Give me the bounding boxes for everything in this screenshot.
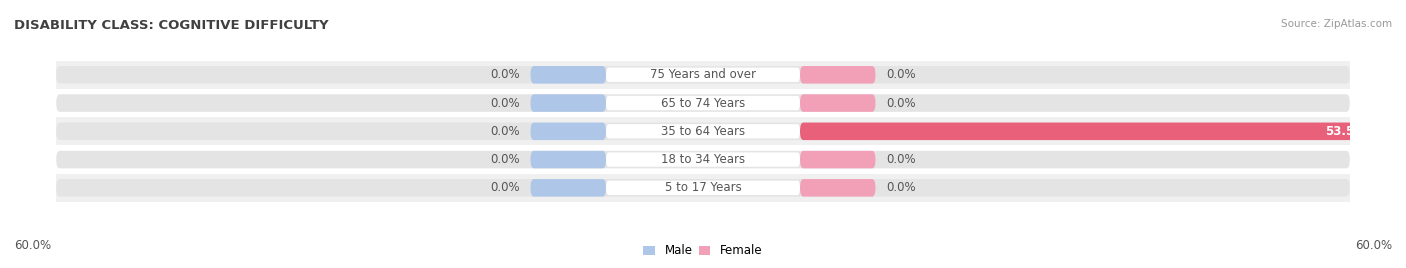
FancyBboxPatch shape <box>606 68 800 82</box>
Text: 0.0%: 0.0% <box>491 125 520 138</box>
Text: 60.0%: 60.0% <box>14 239 51 252</box>
Text: 0.0%: 0.0% <box>886 181 915 194</box>
FancyBboxPatch shape <box>606 152 800 167</box>
FancyBboxPatch shape <box>800 122 1376 140</box>
Text: 75 Years and over: 75 Years and over <box>650 68 756 81</box>
FancyBboxPatch shape <box>56 122 1350 140</box>
FancyBboxPatch shape <box>35 117 1371 146</box>
Text: 0.0%: 0.0% <box>491 96 520 110</box>
FancyBboxPatch shape <box>606 124 800 139</box>
FancyBboxPatch shape <box>35 89 1371 117</box>
FancyBboxPatch shape <box>606 96 800 110</box>
Text: 0.0%: 0.0% <box>886 68 915 81</box>
FancyBboxPatch shape <box>35 61 1371 89</box>
FancyBboxPatch shape <box>530 151 606 168</box>
FancyBboxPatch shape <box>530 179 606 197</box>
Legend: Male, Female: Male, Female <box>638 240 768 262</box>
FancyBboxPatch shape <box>35 174 1371 202</box>
Text: 0.0%: 0.0% <box>491 68 520 81</box>
Text: 18 to 34 Years: 18 to 34 Years <box>661 153 745 166</box>
FancyBboxPatch shape <box>56 151 1350 168</box>
FancyBboxPatch shape <box>56 179 1350 197</box>
Text: 65 to 74 Years: 65 to 74 Years <box>661 96 745 110</box>
FancyBboxPatch shape <box>56 66 1350 84</box>
FancyBboxPatch shape <box>530 122 606 140</box>
FancyBboxPatch shape <box>530 66 606 84</box>
FancyBboxPatch shape <box>800 66 876 84</box>
FancyBboxPatch shape <box>56 94 1350 112</box>
Text: 60.0%: 60.0% <box>1355 239 1392 252</box>
FancyBboxPatch shape <box>800 151 876 168</box>
Text: 5 to 17 Years: 5 to 17 Years <box>665 181 741 194</box>
Text: 53.5%: 53.5% <box>1324 125 1367 138</box>
Text: 35 to 64 Years: 35 to 64 Years <box>661 125 745 138</box>
FancyBboxPatch shape <box>800 94 876 112</box>
FancyBboxPatch shape <box>606 181 800 195</box>
Text: Source: ZipAtlas.com: Source: ZipAtlas.com <box>1281 19 1392 29</box>
FancyBboxPatch shape <box>35 146 1371 174</box>
FancyBboxPatch shape <box>530 94 606 112</box>
Text: 0.0%: 0.0% <box>491 181 520 194</box>
FancyBboxPatch shape <box>800 179 876 197</box>
Text: 0.0%: 0.0% <box>886 153 915 166</box>
Text: 0.0%: 0.0% <box>491 153 520 166</box>
Text: 0.0%: 0.0% <box>886 96 915 110</box>
Text: DISABILITY CLASS: COGNITIVE DIFFICULTY: DISABILITY CLASS: COGNITIVE DIFFICULTY <box>14 19 329 32</box>
